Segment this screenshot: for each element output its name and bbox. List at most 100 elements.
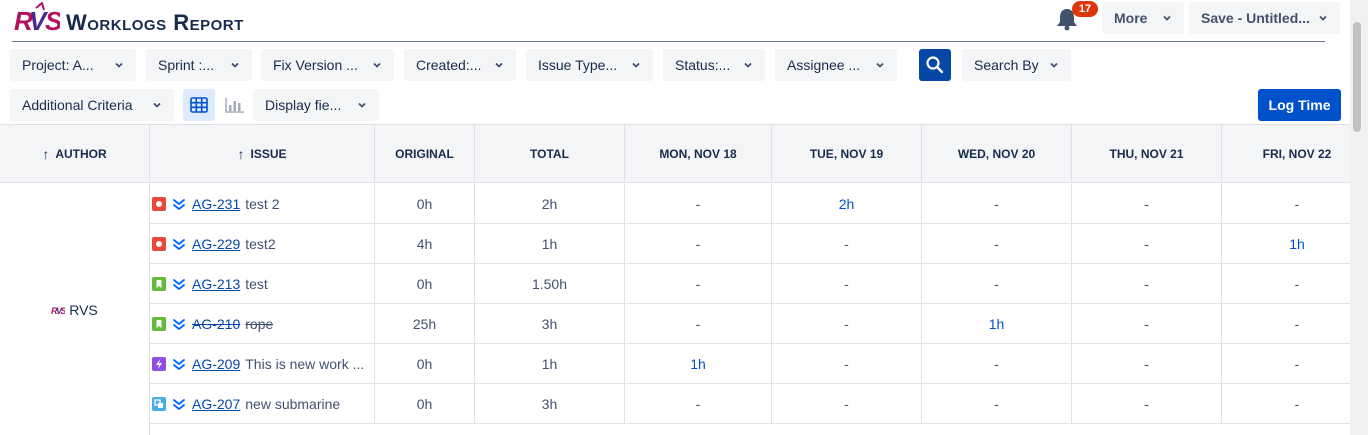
- sprint-filter[interactable]: Sprint :...: [146, 49, 252, 81]
- day-worklog-cell: -: [625, 264, 772, 304]
- author-header-label: AUTHOR: [55, 147, 107, 161]
- project-filter[interactable]: Project: A...: [10, 49, 136, 81]
- worklog-table: ↑ AUTHOR ↑ ISSUE ORIGINAL TOTAL MON, NOV…: [0, 124, 1350, 435]
- day-worklog-cell: -: [1072, 224, 1222, 264]
- more-button[interactable]: More: [1102, 2, 1184, 34]
- svg-text:S: S: [61, 306, 66, 315]
- chevron-down-icon: [230, 60, 240, 70]
- story-type-icon: [152, 317, 166, 331]
- day-worklog-cell: -: [1294, 276, 1300, 292]
- day-worklog-cell: -: [625, 224, 772, 264]
- issue-header-label: ISSUE: [250, 147, 287, 161]
- issue-key-link[interactable]: AG-213: [192, 276, 241, 292]
- sort-arrow-icon: ↑: [237, 146, 245, 162]
- author-cell: R V S RVS: [0, 184, 150, 435]
- day-worklog-cell[interactable]: 1h: [1289, 236, 1305, 252]
- bell-icon[interactable]: [1054, 6, 1080, 32]
- issue-key-link[interactable]: AG-207: [192, 396, 241, 412]
- author-column-header[interactable]: ↑ AUTHOR: [0, 125, 150, 183]
- day-worklog-cell: -: [1294, 316, 1300, 332]
- original-estimate-cell: 0h: [375, 344, 475, 384]
- chevron-down-icon: [1318, 13, 1328, 23]
- issue-cell: AG-213 test: [150, 264, 375, 304]
- search-button[interactable]: [919, 49, 951, 81]
- assignee-filter[interactable]: Assignee ...: [775, 49, 897, 81]
- app-header: R V S Worklogs Report 17 More Save - Unt…: [0, 0, 1368, 46]
- day-worklog-cell: -: [772, 384, 922, 424]
- header-divider: [12, 41, 1325, 42]
- day-worklog-cell: -: [1294, 196, 1300, 212]
- issue-type-filter[interactable]: Issue Type...: [526, 49, 653, 81]
- project-filter-label: Project: A...: [22, 57, 94, 73]
- table-row: AG-209 This is new work ... 0h 1h 1h - - - -: [150, 344, 1350, 384]
- save-report-button[interactable]: Save - Untitled...: [1189, 2, 1340, 34]
- issue-column-header[interactable]: ↑ ISSUE: [150, 125, 375, 183]
- chevron-down-icon: [152, 100, 162, 110]
- scrollbar-thumb[interactable]: [1353, 22, 1361, 132]
- issue-key-link[interactable]: AG-209: [192, 356, 241, 372]
- total-time-cell: 3h: [475, 304, 625, 344]
- day-column-header[interactable]: FRI, NOV 22: [1262, 147, 1332, 161]
- grid-view-button[interactable]: [183, 89, 215, 121]
- day-worklog-cell: -: [772, 304, 922, 344]
- day-worklog-cell[interactable]: 1h: [922, 304, 1072, 344]
- issue-cell: AG-210 rope: [150, 304, 375, 344]
- day-worklog-cell: -: [1072, 264, 1222, 304]
- original-estimate-cell: 0h: [375, 184, 475, 224]
- original-estimate-cell: 0h: [375, 384, 475, 424]
- display-fields-dropdown[interactable]: Display fie...: [253, 89, 379, 121]
- issue-summary: rope: [245, 316, 274, 332]
- log-time-button[interactable]: Log Time: [1258, 89, 1341, 121]
- issue-type-filter-label: Issue Type...: [538, 57, 618, 73]
- day-column-header[interactable]: THU, NOV 21: [1072, 125, 1222, 183]
- display-fields-label: Display fie...: [265, 97, 342, 113]
- chevron-down-icon: [743, 60, 753, 70]
- total-time-cell: 1h: [475, 344, 625, 384]
- created-filter[interactable]: Created:...: [404, 49, 516, 81]
- issue-key-link[interactable]: AG-231: [192, 196, 241, 212]
- day-worklog-cell: -: [922, 344, 1072, 384]
- svg-text:S: S: [45, 6, 60, 36]
- day-worklog-cell: -: [772, 264, 922, 304]
- issue-summary: This is new work ...: [245, 356, 365, 372]
- more-button-label: More: [1114, 10, 1148, 26]
- fix-version-filter[interactable]: Fix Version ...: [261, 49, 394, 81]
- day-column-header[interactable]: WED, NOV 20: [922, 125, 1072, 183]
- original-estimate-cell: 25h: [375, 304, 475, 344]
- issue-key-link[interactable]: AG-229: [192, 236, 241, 252]
- original-column-header[interactable]: ORIGINAL: [375, 125, 475, 183]
- search-by-dropdown[interactable]: Search By: [962, 49, 1071, 81]
- bug-type-icon: [152, 237, 166, 251]
- day-worklog-cell: -: [1072, 304, 1222, 344]
- day-worklog-cell[interactable]: 2h: [772, 184, 922, 224]
- table-row: AG-231 test 2 0h 2h -2h - - -: [150, 184, 1350, 224]
- svg-text:R: R: [51, 306, 58, 315]
- day-worklog-cell[interactable]: 1h: [625, 344, 772, 384]
- day-column-header[interactable]: TUE, NOV 19: [772, 125, 922, 183]
- priority-lowest-icon: [172, 357, 186, 371]
- day-worklog-cell: -: [772, 224, 922, 264]
- issue-key-link[interactable]: AG-210: [192, 316, 241, 332]
- status-filter[interactable]: Status:...: [663, 49, 765, 81]
- created-filter-label: Created:...: [416, 57, 482, 73]
- table-row: AG-229 test2 4h 1h - - - -1h: [150, 224, 1350, 264]
- chart-view-button[interactable]: [219, 89, 251, 121]
- subtask-type-icon: [152, 397, 166, 411]
- priority-lowest-icon: [172, 317, 186, 331]
- chevron-down-icon: [494, 60, 504, 70]
- priority-lowest-icon: [172, 277, 186, 291]
- total-time-cell: 2h: [475, 184, 625, 224]
- svg-text:V: V: [29, 6, 49, 36]
- day-worklog-cell: -: [922, 384, 1072, 424]
- save-report-label: Save - Untitled...: [1201, 10, 1310, 26]
- original-estimate-cell: 4h: [375, 224, 475, 264]
- assignee-filter-label: Assignee ...: [787, 57, 861, 73]
- total-column-header[interactable]: TOTAL: [475, 125, 625, 183]
- chart-view-icon: [225, 98, 244, 113]
- additional-criteria-dropdown[interactable]: Additional Criteria: [10, 89, 174, 121]
- day-worklog-cell: -: [625, 184, 772, 224]
- grid-view-icon: [190, 97, 208, 113]
- priority-lowest-icon: [172, 237, 186, 251]
- day-column-header[interactable]: MON, NOV 18: [625, 125, 772, 183]
- svg-text:V: V: [56, 306, 63, 315]
